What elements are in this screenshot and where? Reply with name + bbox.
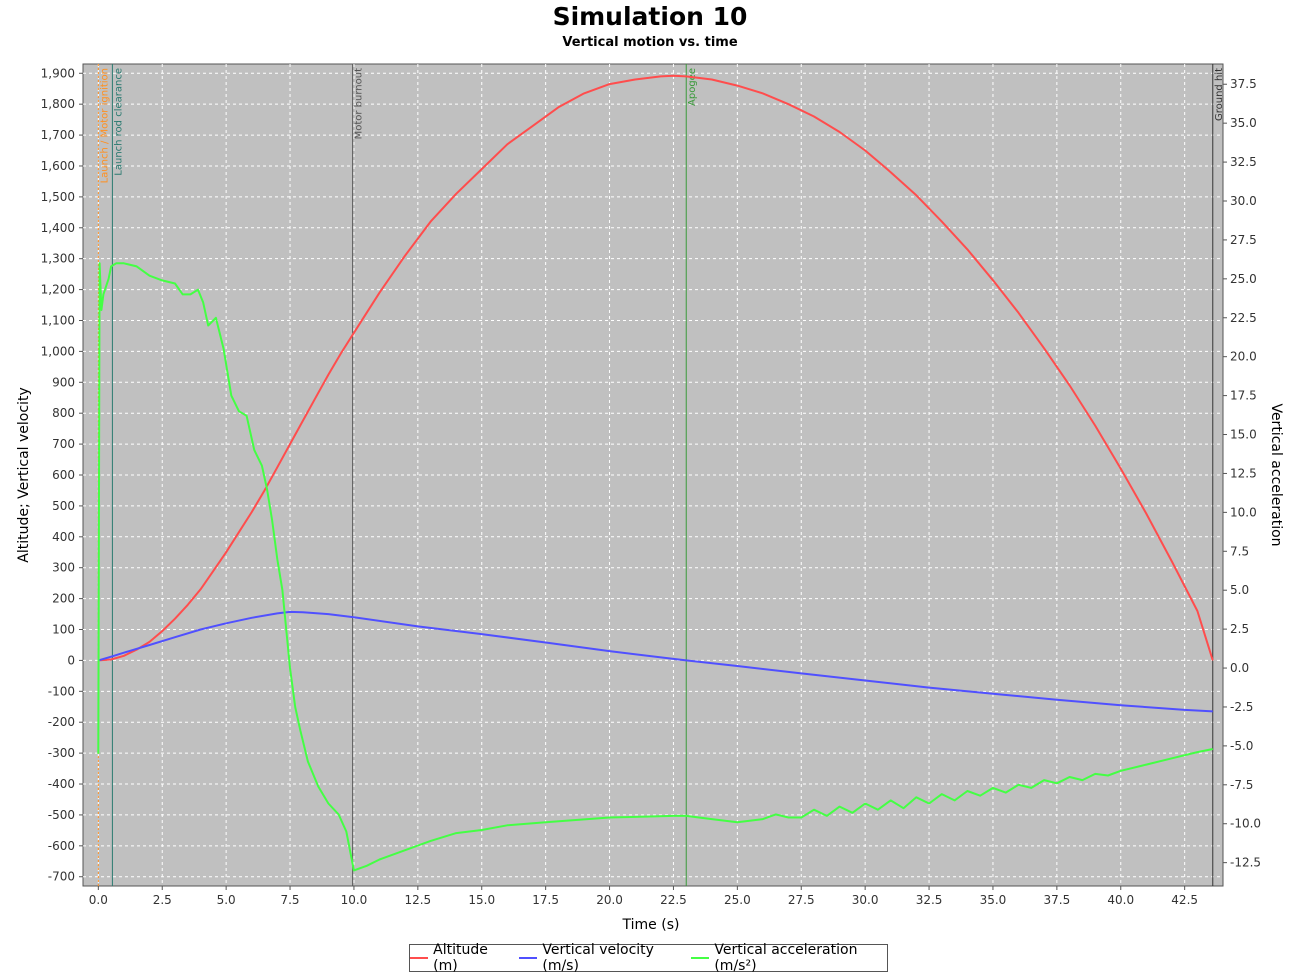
y-tick-label: 1,400	[41, 221, 75, 235]
y-tick-label: 700	[52, 437, 75, 451]
y-tick-label: 1,100	[41, 313, 75, 327]
y2-tick-label: 17.5	[1230, 389, 1257, 403]
y2-tick-label: 27.5	[1230, 233, 1257, 247]
x-tick-label: 30.0	[852, 893, 879, 907]
y-tick-label: -600	[48, 839, 75, 853]
y2-tick-label: 32.5	[1230, 155, 1257, 169]
legend-label-altitude: Altitude (m)	[433, 942, 488, 974]
event-label: Motor burnout	[354, 68, 365, 139]
x-tick-label: 12.5	[404, 893, 431, 907]
y2-tick-label: 2.5	[1230, 622, 1249, 636]
y-tick-label: 200	[52, 592, 75, 606]
x-tick-label: 5.0	[217, 893, 236, 907]
y-tick-label: 1,600	[41, 159, 75, 173]
y-tick-label: 0	[67, 653, 75, 667]
legend-label-vertical-velocity: Vertical velocity (m/s)	[542, 942, 654, 974]
y2-tick-label: 22.5	[1230, 311, 1257, 325]
y2-tick-label: -12.5	[1230, 856, 1261, 870]
series-line	[98, 610, 1213, 713]
x-tick-label: 7.5	[280, 893, 299, 907]
y-axis-label: Altitude; Vertical velocity	[16, 387, 32, 562]
x-tick-label: 42.5	[1171, 893, 1198, 907]
event-label: Launch / Motor ignition	[99, 68, 110, 183]
chart-legend: Altitude (m) Vertical velocity (m/s) Ver…	[409, 942, 888, 974]
y2-tick-label: 10.0	[1230, 505, 1257, 519]
y-tick-label: 1,500	[41, 190, 75, 204]
x-tick-label: 22.5	[660, 893, 687, 907]
y2-tick-label: 5.0	[1230, 583, 1249, 597]
y2-tick-label: 37.5	[1230, 77, 1257, 91]
y-tick-label: 400	[52, 530, 75, 544]
y-axis-ticks: -700 -600 -500 -400 -300 -200 -100 0 100 200 300 40…	[41, 66, 83, 884]
y2-axis-ticks: -12.5 -10.0 -7.5 -5.0 -2.5 0.0 2.5 5.0 7.5 10.0 12…	[1223, 77, 1261, 870]
y-tick-label: 100	[52, 623, 75, 637]
x-axis-ticks: 0.0 2.5 5.0 7.5 10.0 12.5 15.0 17.5 20.0 22.5 25.0…	[89, 886, 1198, 907]
y-tick-label: 600	[52, 468, 75, 482]
legend-swatch-vertical-acceleration	[691, 957, 710, 959]
y2-tick-label: 20.0	[1230, 350, 1257, 364]
x-tick-label: 20.0	[596, 893, 623, 907]
legend-label-vertical-acceleration: Vertical acceleration (m/s²)	[714, 942, 858, 974]
y2-tick-label: 30.0	[1230, 194, 1257, 208]
grid	[83, 64, 1223, 886]
x-tick-label: 37.5	[1043, 893, 1070, 907]
y-tick-label: -500	[48, 808, 75, 822]
y-tick-label: -100	[48, 684, 75, 698]
y-tick-label: 900	[52, 375, 75, 389]
legend-item-vertical-acceleration: Vertical acceleration (m/s²)	[691, 942, 887, 974]
y2-tick-label: -5.0	[1230, 739, 1253, 753]
y2-axis-label: Vertical acceleration	[1268, 403, 1284, 546]
series-lines	[97, 74, 1214, 872]
y2-tick-label: 12.5	[1230, 466, 1257, 480]
y2-tick-label: 15.0	[1230, 428, 1257, 442]
y2-tick-label: -7.5	[1230, 778, 1253, 792]
y2-tick-label: -2.5	[1230, 700, 1253, 714]
y-tick-label: 1,000	[41, 344, 75, 358]
y-tick-label: -400	[48, 777, 75, 791]
legend-swatch-altitude	[410, 957, 429, 959]
y2-tick-label: 25.0	[1230, 272, 1257, 286]
legend-swatch-vertical-velocity	[519, 957, 538, 959]
x-tick-label: 15.0	[468, 893, 495, 907]
y2-tick-label: 7.5	[1230, 544, 1249, 558]
legend-item-vertical-velocity: Vertical velocity (m/s)	[519, 942, 681, 974]
y2-tick-label: -10.0	[1230, 817, 1261, 831]
y-tick-label: 1,700	[41, 128, 75, 142]
y-tick-label: 1,200	[41, 283, 75, 297]
event-label: Apogee	[687, 68, 698, 106]
y-tick-label: 1,300	[41, 252, 75, 266]
x-tick-label: 35.0	[980, 893, 1007, 907]
chart-title: Simulation 10	[552, 2, 748, 31]
y2-tick-label: 35.0	[1230, 116, 1257, 130]
y2-tick-label: 0.0	[1230, 661, 1249, 675]
y-tick-label: 300	[52, 561, 75, 575]
x-tick-label: 10.0	[341, 893, 368, 907]
x-tick-label: 25.0	[724, 893, 751, 907]
y-tick-label: -200	[48, 715, 75, 729]
chart-canvas: Launch / Motor ignition Launch rod cleara…	[16, 63, 1284, 933]
x-axis-label: Time (s)	[622, 917, 680, 933]
event-label: Launch rod clearance	[113, 68, 124, 176]
y-tick-label: -300	[48, 746, 75, 760]
x-tick-label: 27.5	[788, 893, 815, 907]
chart-subtitle: Vertical motion vs. time	[562, 35, 738, 50]
y-tick-label: 1,900	[41, 66, 75, 80]
y-tick-label: 1,800	[41, 97, 75, 111]
series-line	[97, 262, 1213, 872]
series-line	[98, 74, 1214, 662]
x-tick-label: 2.5	[153, 893, 172, 907]
x-tick-label: 0.0	[89, 893, 108, 907]
y-tick-label: 800	[52, 406, 75, 420]
x-tick-label: 32.5	[916, 893, 943, 907]
y-tick-label: 500	[52, 499, 75, 513]
y-tick-label: -700	[48, 870, 75, 884]
x-tick-label: 17.5	[532, 893, 559, 907]
event-label: Ground hit	[1214, 68, 1225, 121]
legend-item-altitude: Altitude (m)	[410, 942, 509, 974]
x-tick-label: 40.0	[1107, 893, 1134, 907]
